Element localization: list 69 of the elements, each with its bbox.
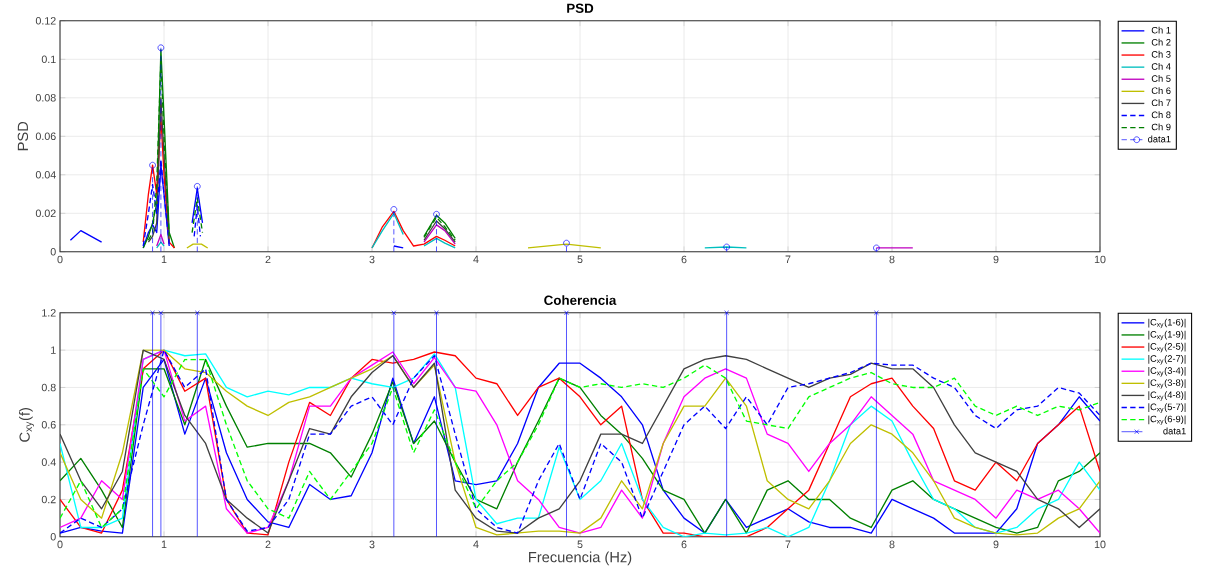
x-tick-label: 1 bbox=[161, 255, 167, 264]
y-tick-label: 1 bbox=[51, 346, 56, 354]
legend-label: Ch 2 bbox=[1151, 38, 1171, 46]
x-tick-label: 6 bbox=[681, 540, 687, 549]
x-tick-label: 9 bbox=[993, 255, 999, 264]
x-tick-label: 10 bbox=[1094, 540, 1106, 549]
y-tick-label: 0 bbox=[50, 248, 56, 256]
y-tick-label: 0.2 bbox=[41, 495, 56, 504]
x-tick-label: 8 bbox=[889, 255, 895, 264]
x-tick-label: 1 bbox=[161, 540, 167, 549]
y-axis-title: C$_{xy}$(f) bbox=[19, 408, 34, 442]
y-tick-label: 0.06 bbox=[35, 132, 56, 141]
legend-label: |C$_{xy}$(1-6)| bbox=[1148, 318, 1186, 329]
x-tick-label: 7 bbox=[785, 540, 791, 549]
legend-label: Ch 5 bbox=[1151, 75, 1171, 82]
y-tick-label: 0.12 bbox=[35, 17, 56, 25]
y-tick-label: 0 bbox=[50, 533, 56, 541]
legend-label: data1 bbox=[1148, 135, 1171, 143]
chart-title: Coherencia bbox=[544, 295, 617, 306]
legend-label: |C$_{xy}$(5-7)| bbox=[1148, 403, 1186, 413]
x-tick-label: 0 bbox=[57, 255, 63, 264]
legend-label: Ch 1 bbox=[1151, 26, 1171, 34]
point bbox=[873, 244, 880, 252]
x-tick-label: 7 bbox=[785, 255, 791, 264]
legend-label: Ch 3 bbox=[1151, 50, 1171, 58]
point bbox=[433, 211, 440, 218]
legend-label: |C$_{xy}$(2-5)| bbox=[1148, 342, 1186, 353]
point bbox=[563, 239, 570, 247]
legend-label: |C$_{xy}$(6-9)| bbox=[1148, 415, 1186, 426]
chart-title: PSD bbox=[567, 3, 594, 14]
y-axis-title: PSD bbox=[17, 122, 29, 151]
legend-label: Ch 4 bbox=[1151, 63, 1171, 70]
x-tick-label: 10 bbox=[1094, 255, 1106, 264]
legend-label: |C$_{xy}$(3-4)| bbox=[1148, 367, 1186, 377]
legend-label: Ch 6 bbox=[1151, 87, 1171, 95]
y-tick-label: 0.1 bbox=[41, 55, 56, 64]
point bbox=[149, 162, 156, 169]
legend-label: Ch 7 bbox=[1151, 99, 1171, 107]
legend-label: |C$_{xy}$(3-8)| bbox=[1148, 379, 1186, 389]
x-tick-label: 4 bbox=[473, 540, 479, 549]
y-tick-label: 1.2 bbox=[42, 309, 56, 317]
x-tick-label: 3 bbox=[369, 255, 375, 264]
legend-label: Ch 9 bbox=[1151, 123, 1171, 131]
point bbox=[157, 44, 165, 52]
legend-label: |C$_{xy}$(2-7)| bbox=[1148, 355, 1186, 365]
legend-label: Ch 8 bbox=[1151, 111, 1171, 119]
y-tick-label: 0.02 bbox=[35, 209, 56, 218]
x-axis-title: Frecuencia (Hz) bbox=[529, 551, 632, 566]
y-tick-label: 0.04 bbox=[35, 171, 56, 179]
x-tick-label: 5 bbox=[577, 255, 583, 264]
x-tick-label: 8 bbox=[889, 540, 895, 549]
point bbox=[723, 243, 730, 251]
x-tick-label: 2 bbox=[265, 540, 271, 549]
point bbox=[390, 206, 398, 213]
y-tick-label: 0.08 bbox=[35, 94, 56, 102]
x-tick-label: 4 bbox=[473, 255, 479, 264]
x-tick-label: 2 bbox=[265, 255, 271, 264]
legend-label: |C$_{xy}$(1-9)| bbox=[1148, 330, 1186, 341]
legend-label: |C$_{xy}$(4-8)| bbox=[1148, 391, 1186, 401]
legend-label: data1 bbox=[1163, 427, 1186, 435]
x-tick-label: 6 bbox=[681, 255, 687, 264]
x-tick-label: 3 bbox=[369, 540, 375, 549]
y-tick-label: 0.8 bbox=[41, 383, 56, 392]
point bbox=[194, 183, 201, 190]
y-tick-label: 0.6 bbox=[41, 421, 56, 429]
x-tick-label: 0 bbox=[57, 540, 63, 549]
x-tick-label: 9 bbox=[993, 540, 999, 549]
x-tick-label: 5 bbox=[577, 540, 583, 549]
y-tick-label: 0.4 bbox=[41, 458, 56, 466]
